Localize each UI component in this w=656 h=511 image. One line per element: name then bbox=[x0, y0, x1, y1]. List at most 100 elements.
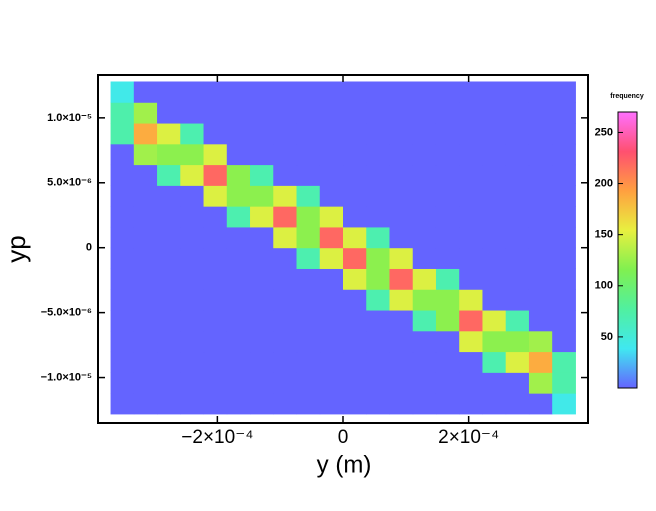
heatmap-cell bbox=[366, 310, 390, 332]
heatmap-cell bbox=[482, 289, 507, 311]
heatmap-cell bbox=[203, 143, 228, 166]
heatmap-cell bbox=[319, 102, 344, 124]
heatmap-cell bbox=[435, 206, 460, 228]
heatmap-cell bbox=[133, 247, 158, 269]
heatmap-cell bbox=[273, 226, 298, 249]
heatmap-cell bbox=[435, 310, 460, 332]
heatmap-cell bbox=[319, 268, 344, 290]
x-tick-label: 0 bbox=[338, 427, 349, 448]
heatmap-cell bbox=[389, 123, 414, 145]
heatmap-cell bbox=[296, 268, 321, 290]
heatmap-cell bbox=[226, 81, 251, 103]
heatmap-cell bbox=[482, 206, 507, 228]
heatmap-cell bbox=[435, 289, 460, 311]
heatmap-cell bbox=[226, 393, 251, 415]
heatmap-cell bbox=[389, 185, 414, 207]
heatmap-cell bbox=[482, 81, 507, 103]
heatmap-cell bbox=[528, 351, 553, 373]
heatmap-cell bbox=[157, 185, 181, 207]
heatmap-cell bbox=[412, 226, 437, 249]
heatmap-cell bbox=[180, 372, 205, 394]
heatmap-cell bbox=[412, 206, 437, 228]
heatmap-cell bbox=[296, 102, 321, 124]
heatmap-cell bbox=[389, 247, 414, 269]
heatmap-cell bbox=[552, 123, 576, 145]
heatmap-cell bbox=[528, 102, 553, 124]
x-axis-label: y (m) bbox=[317, 451, 372, 478]
heatmap-cell bbox=[528, 123, 553, 145]
heatmap-cell bbox=[528, 289, 553, 311]
colorbar bbox=[617, 111, 638, 389]
heatmap-cell bbox=[157, 247, 181, 269]
heatmap-cell bbox=[203, 81, 228, 103]
heatmap-cell bbox=[459, 226, 483, 249]
heatmap-cell bbox=[552, 310, 576, 332]
heatmap-cell bbox=[435, 247, 460, 269]
heatmap-cell bbox=[157, 123, 181, 145]
heatmap-cell bbox=[366, 226, 390, 249]
heatmap-cell bbox=[273, 310, 298, 332]
heatmap-cell bbox=[110, 351, 135, 373]
heatmap-cell bbox=[203, 330, 228, 353]
heatmap-cell bbox=[482, 372, 507, 394]
heatmap-cell bbox=[226, 310, 251, 332]
heatmap-cell bbox=[319, 81, 344, 103]
heatmap-cell bbox=[203, 310, 228, 332]
heatmap-cell bbox=[180, 123, 205, 145]
heatmap-cell bbox=[110, 143, 135, 166]
heatmap-cell bbox=[180, 289, 205, 311]
heatmap-cell bbox=[319, 123, 344, 145]
heatmap-cell bbox=[412, 81, 437, 103]
heatmap-cell bbox=[203, 289, 228, 311]
colorbar-tick-label: 50 bbox=[601, 331, 613, 343]
heatmap-cell bbox=[110, 185, 135, 207]
heatmap-cell bbox=[296, 351, 321, 373]
heatmap-cell bbox=[203, 268, 228, 290]
heatmap-cell bbox=[273, 143, 298, 166]
heatmap-cell bbox=[226, 351, 251, 373]
heatmap-cell bbox=[203, 206, 228, 228]
heatmap-cell bbox=[412, 164, 437, 186]
heatmap-cell bbox=[552, 81, 576, 103]
heatmap-cell bbox=[459, 289, 483, 311]
colorbar-tick-label: 250 bbox=[595, 126, 613, 138]
heatmap-cell bbox=[505, 310, 530, 332]
heatmap-cell bbox=[459, 81, 483, 103]
heatmap-cell bbox=[296, 289, 321, 311]
heatmap-cell bbox=[343, 206, 367, 228]
heatmap-cell bbox=[482, 143, 507, 166]
heatmap-cell bbox=[319, 185, 344, 207]
heatmap-cell bbox=[366, 206, 390, 228]
heatmap-cell bbox=[203, 185, 228, 207]
heatmap-cell bbox=[273, 164, 298, 186]
heatmap-cell bbox=[389, 310, 414, 332]
heatmap-cell bbox=[366, 123, 390, 145]
heatmap-cell bbox=[343, 330, 367, 353]
heatmap-cell bbox=[459, 123, 483, 145]
heatmap-cell bbox=[157, 143, 181, 166]
heatmap-cell bbox=[180, 102, 205, 124]
heatmap-cell bbox=[110, 372, 135, 394]
heatmap-cell bbox=[250, 185, 274, 207]
y-tick-label: −1.0×10⁻⁵ bbox=[41, 371, 92, 383]
heatmap-cell bbox=[343, 268, 367, 290]
heatmap-cell bbox=[157, 372, 181, 394]
heatmap-cell bbox=[133, 185, 158, 207]
heatmap-cell bbox=[157, 81, 181, 103]
heatmap-cell bbox=[528, 185, 553, 207]
heatmap-cell bbox=[343, 372, 367, 394]
heatmap-cell bbox=[110, 330, 135, 353]
heatmap-cell bbox=[296, 123, 321, 145]
heatmap-cell bbox=[366, 330, 390, 353]
heatmap-cell bbox=[133, 372, 158, 394]
heatmap-cell bbox=[273, 185, 298, 207]
heatmap-cell bbox=[180, 247, 205, 269]
heatmap-cell bbox=[459, 164, 483, 186]
heatmap-cell bbox=[203, 372, 228, 394]
heatmap-cell bbox=[296, 206, 321, 228]
heatmap-cell bbox=[296, 372, 321, 394]
y-tick-label: −5.0×10⁻⁶ bbox=[41, 307, 92, 319]
heatmap-cell bbox=[203, 247, 228, 269]
heatmap-cell bbox=[552, 372, 576, 394]
